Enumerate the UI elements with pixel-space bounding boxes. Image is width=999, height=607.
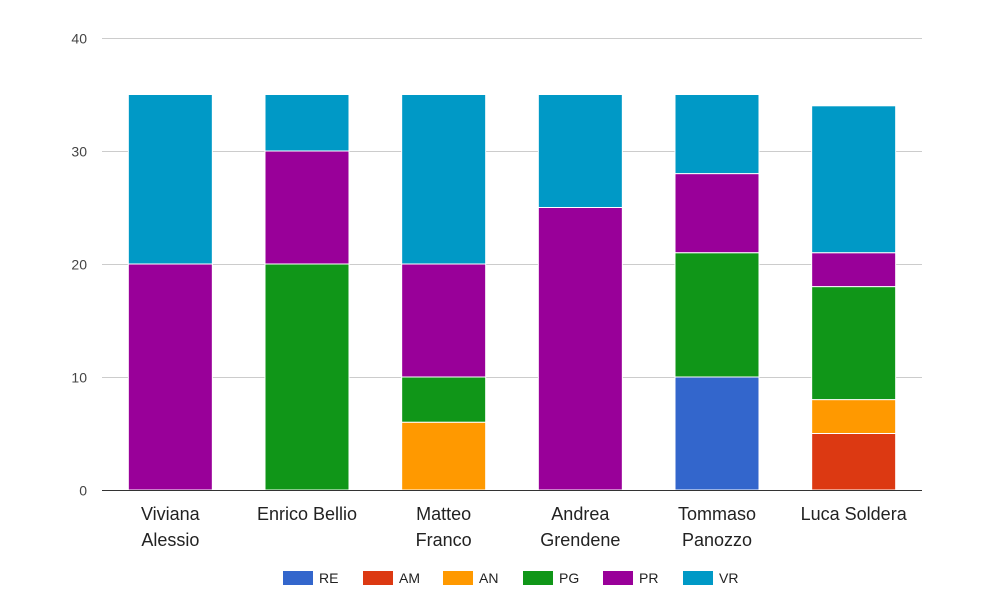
bar-segment-pr xyxy=(401,263,487,378)
bar-segment-pr xyxy=(674,173,760,254)
x-category-label: Viviana xyxy=(141,504,201,524)
y-tick-label: 30 xyxy=(71,144,87,160)
bar-stack xyxy=(537,94,623,491)
x-category-label: Grendene xyxy=(540,530,620,550)
legend-item-re: RE xyxy=(283,570,338,586)
bar-stack xyxy=(401,94,487,491)
y-tick-label: 40 xyxy=(71,31,87,47)
legend-label: RE xyxy=(319,570,338,586)
x-category-label: Andrea xyxy=(551,504,610,524)
bar-segment-pr xyxy=(537,207,623,491)
bar-segment-vr xyxy=(537,94,623,208)
bar-segment-pr xyxy=(127,263,213,491)
legend-item-an: AN xyxy=(443,570,498,586)
x-axis-labels: Viviana Alessio Enrico Bellio Matteo Franco A… xyxy=(141,504,908,550)
x-category-label: Franco xyxy=(416,530,472,550)
bar-segment-pg xyxy=(811,286,897,401)
bar-segment-an xyxy=(401,421,487,491)
grid-lines xyxy=(102,38,922,378)
legend-swatch xyxy=(363,571,393,585)
legend-label: PG xyxy=(559,570,579,586)
legend-item-vr: VR xyxy=(683,570,738,586)
legend-swatch xyxy=(603,571,633,585)
x-category-label: Matteo xyxy=(416,504,471,524)
x-category-label: Enrico Bellio xyxy=(257,504,357,524)
bar-segment-am xyxy=(811,433,897,491)
legend-label: AN xyxy=(479,570,498,586)
legend-swatch xyxy=(683,571,713,585)
bar-segment-vr xyxy=(674,94,760,175)
bar-stack xyxy=(674,94,760,491)
bar-stack xyxy=(811,105,897,491)
x-category-label: Alessio xyxy=(141,530,199,550)
bar-segment-vr xyxy=(127,94,213,265)
bar-segment-pg xyxy=(264,263,350,491)
bar-stack xyxy=(127,94,213,491)
x-category-label: Tommaso xyxy=(678,504,756,524)
x-category-label: Panozzo xyxy=(682,530,752,550)
legend-swatch xyxy=(283,571,313,585)
x-category-label: Luca Soldera xyxy=(801,504,908,524)
bar-segment-pr xyxy=(264,150,350,265)
y-tick-label: 10 xyxy=(71,370,87,386)
legend: RE AM AN PG PR VR xyxy=(283,570,738,586)
bar-segment-an xyxy=(811,399,897,435)
bar-segment-vr xyxy=(264,94,350,152)
bar-segment-vr xyxy=(811,105,897,254)
bars xyxy=(127,94,897,491)
legend-label: VR xyxy=(719,570,738,586)
bar-segment-pg xyxy=(401,376,487,423)
legend-label: PR xyxy=(639,570,658,586)
y-axis-ticks: 0 10 20 30 40 xyxy=(71,31,87,499)
legend-item-am: AM xyxy=(363,570,420,586)
bar-segment-pr xyxy=(811,252,897,288)
bar-stack xyxy=(264,94,350,491)
legend-swatch xyxy=(443,571,473,585)
legend-swatch xyxy=(523,571,553,585)
legend-label: AM xyxy=(399,570,420,586)
legend-item-pg: PG xyxy=(523,570,579,586)
y-tick-label: 20 xyxy=(71,257,87,273)
legend-item-pr: PR xyxy=(603,570,658,586)
bar-segment-pg xyxy=(674,252,760,378)
bar-segment-vr xyxy=(401,94,487,265)
bar-segment-re xyxy=(674,376,760,491)
y-tick-label: 0 xyxy=(79,483,87,499)
